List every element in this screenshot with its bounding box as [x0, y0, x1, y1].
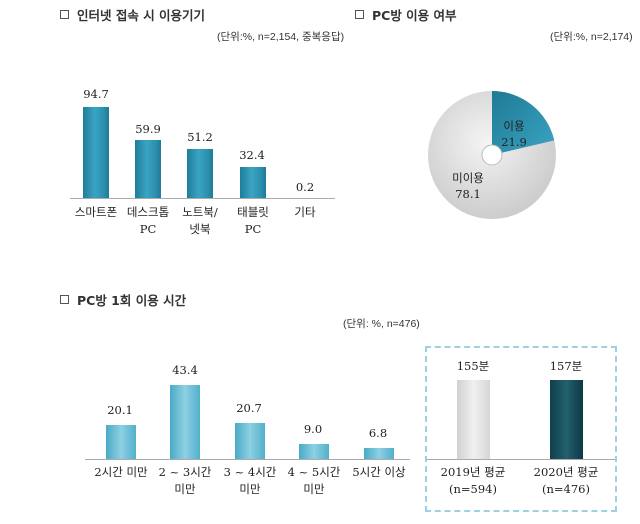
duration-unit-note: (단위: %, n=476)	[343, 318, 420, 330]
bar-value: 20.1	[107, 403, 133, 417]
bar-label: 2019년 평균 (n=594)	[440, 465, 506, 496]
bar-value: 59.9	[135, 122, 161, 136]
x-axis	[70, 198, 335, 199]
slice-label-nonuse: 미이용 78.1	[452, 171, 484, 201]
bar-label: 2시간 미만	[94, 465, 148, 479]
bar-value: 94.7	[83, 87, 109, 101]
bar-label: 4 ~ 5시간 미만	[287, 465, 341, 496]
bar-tablet	[240, 167, 266, 198]
square-bullet-icon	[355, 10, 364, 19]
bar-label: 데스크톱 PC	[126, 205, 170, 236]
bar-2019	[457, 380, 490, 459]
average-comparison-box	[425, 346, 617, 512]
bar-label: 태블릿 PC	[237, 205, 269, 236]
square-bullet-icon	[60, 10, 69, 19]
bar-label: 5시간 이상	[352, 465, 406, 479]
bar-label: 3 ~ 4시간 미만	[223, 465, 277, 496]
square-bullet-icon	[60, 295, 69, 304]
bar-value: 20.7	[236, 401, 262, 415]
bar-2020	[550, 380, 583, 459]
bar-label: 스마트폰	[74, 205, 118, 219]
bar-value: 155분	[456, 359, 490, 373]
pcbang-donut-chart: 이용 21.9 미이용 78.1	[427, 90, 557, 220]
bar-desktop	[135, 140, 161, 198]
devices-unit-note: (단위:%, n=2,154, 중복응답)	[217, 31, 345, 43]
bar-label: 기타	[294, 205, 316, 219]
bar-label: 2 ~ 3시간 미만	[158, 465, 212, 496]
bar-value: 43.4	[172, 363, 198, 377]
pcbang-section-title: PC방 이용 여부	[355, 5, 457, 24]
bar-label: 2020년 평균 (n=476)	[533, 465, 599, 496]
bar-over-5h	[364, 448, 394, 459]
bar-value: 51.2	[187, 130, 213, 144]
bar-4-5h	[299, 444, 329, 459]
devices-section-title: 인터넷 접속 시 이용기기	[60, 5, 205, 24]
bar-value: 6.8	[368, 426, 388, 440]
bar-notebook	[187, 149, 213, 198]
bar-under-2h	[106, 425, 136, 459]
bar-smartphone	[83, 107, 109, 198]
slice-label-use: 이용 21.9	[501, 119, 527, 149]
x-axis	[427, 459, 615, 460]
bar-value: 157분	[549, 359, 583, 373]
bar-label: 노트북/ 넷북	[182, 205, 218, 236]
bar-value: 0.2	[295, 180, 315, 194]
bar-3-4h	[235, 423, 265, 459]
donut-graphic	[428, 91, 556, 219]
x-axis	[85, 459, 410, 460]
bar-value: 32.4	[239, 148, 265, 162]
bar-2-3h	[170, 385, 200, 459]
bar-value: 9.0	[303, 422, 323, 436]
pcbang-unit-note: (단위:%, n=2,174)	[550, 31, 633, 43]
duration-section-title: PC방 1회 이용 시간	[60, 290, 186, 309]
